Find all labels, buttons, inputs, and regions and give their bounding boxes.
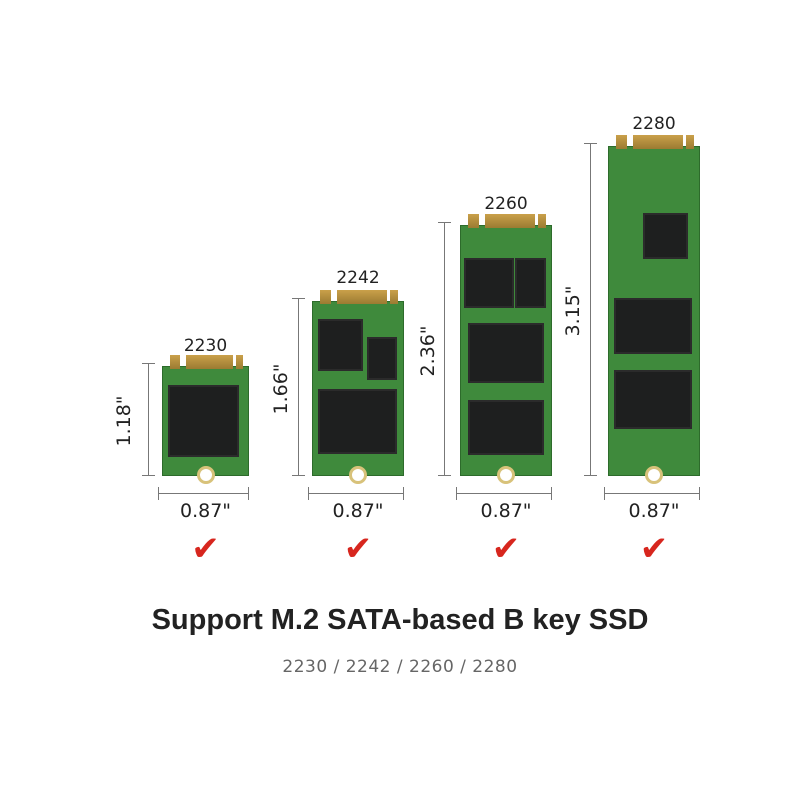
- connector-pins: [686, 135, 694, 149]
- width-dimension-line: [158, 487, 249, 500]
- mounting-hole: [497, 466, 515, 484]
- form-factor-label: 2242: [336, 268, 380, 288]
- width-label: 0.87": [480, 500, 532, 522]
- width-label: 0.87": [332, 500, 384, 522]
- connector-pins: [616, 135, 627, 149]
- height-dimension-line: [142, 363, 155, 476]
- memory-chip: [367, 336, 397, 380]
- connector-pins: [236, 355, 243, 369]
- memory-chip: [168, 385, 240, 457]
- width-dimension-line: [456, 487, 552, 500]
- ssd-board-2280: [608, 135, 700, 484]
- check-mark-icon: ✔: [343, 529, 373, 569]
- headline: Support M.2 SATA-based B key SSD: [151, 604, 649, 636]
- memory-chip: [468, 323, 544, 383]
- check-mark-icon: ✔: [491, 529, 521, 569]
- memory-chip: [643, 212, 689, 259]
- memory-chip: [614, 370, 692, 430]
- connector-pins: [337, 290, 387, 304]
- mounting-hole: [196, 466, 215, 484]
- connector-pins: [485, 214, 535, 228]
- memory-chip: [317, 319, 363, 372]
- memory-chip: [515, 258, 546, 309]
- connector-pins: [633, 135, 683, 149]
- connector-pins: [320, 290, 331, 304]
- connector-pins: [390, 290, 398, 304]
- check-mark-icon: ✔: [191, 529, 220, 569]
- connector-pins: [169, 355, 180, 369]
- memory-chip: [463, 258, 515, 309]
- width-label: 0.87": [628, 500, 680, 522]
- memory-chip: [317, 388, 397, 455]
- width-dimension-line: [308, 487, 404, 500]
- mounting-hole: [645, 466, 663, 484]
- width-dimension-line: [604, 487, 700, 500]
- ssd-board-2242: [312, 290, 404, 484]
- check-mark-icon: ✔: [639, 529, 669, 569]
- mounting-hole: [349, 466, 367, 484]
- height-dimension-line: [438, 222, 451, 476]
- connector-pins: [538, 214, 546, 228]
- height-dimension-line: [584, 143, 597, 476]
- height-label: 1.18": [113, 395, 135, 447]
- memory-chip: [468, 400, 544, 456]
- width-label: 0.87": [179, 500, 232, 522]
- form-factor-label: 2280: [632, 114, 676, 134]
- height-dimension-line: [292, 298, 305, 476]
- height-label: 1.66": [270, 362, 292, 415]
- height-label: 2.36": [417, 324, 439, 377]
- connector-pins: [468, 214, 479, 228]
- connector-pins: [185, 355, 233, 369]
- supported-sizes-subtitle: 2230 / 2242 / 2260 / 2280: [282, 657, 518, 677]
- ssd-board-2230: [162, 355, 249, 484]
- ssd-board-2260: [460, 214, 552, 484]
- memory-chip: [614, 297, 692, 354]
- form-factor-label: 2230: [183, 336, 228, 356]
- height-label: 3.15": [562, 285, 584, 337]
- form-factor-label: 2260: [484, 194, 528, 214]
